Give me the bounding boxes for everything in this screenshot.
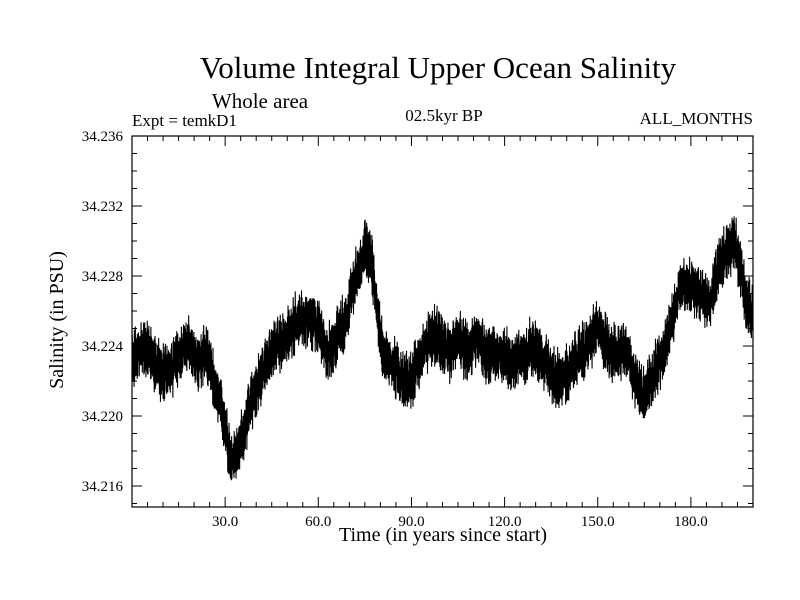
x-tick-label: 60.0	[305, 514, 331, 530]
chart-subtitle: Whole area	[212, 89, 309, 113]
x-tick-label: 180.0	[674, 514, 708, 530]
months-label: ALL_MONTHS	[640, 109, 753, 128]
x-axis-label: Time (in years since start)	[339, 524, 547, 546]
ticks-layer: 30.0 60.0 90.0 120.0 150.0 180.0 34.216 34.220 3…	[82, 129, 753, 530]
x-tick-label: 90.0	[398, 514, 424, 530]
series-layer	[131, 216, 754, 481]
plot-frame	[131, 135, 754, 508]
y-tick-label: 34.236	[82, 129, 124, 145]
x-tick-label: 120.0	[488, 514, 522, 530]
y-tick-label: 34.224	[82, 339, 124, 355]
y-tick-label: 34.228	[82, 269, 123, 285]
y-tick-label: 34.220	[82, 409, 123, 425]
y-tick-label: 34.216	[82, 479, 124, 495]
salinity-series-line	[131, 216, 754, 481]
y-axis-label: Salinity (in PSU)	[46, 251, 68, 389]
y-tick-label: 34.232	[82, 199, 123, 215]
x-tick-label: 30.0	[212, 514, 238, 530]
experiment-label: Expt = temkD1	[132, 111, 237, 130]
period-label: 02.5kyr BP	[405, 106, 482, 125]
chart-title: Volume Integral Upper Ocean Salinity	[200, 50, 677, 85]
x-tick-label: 150.0	[581, 514, 615, 530]
